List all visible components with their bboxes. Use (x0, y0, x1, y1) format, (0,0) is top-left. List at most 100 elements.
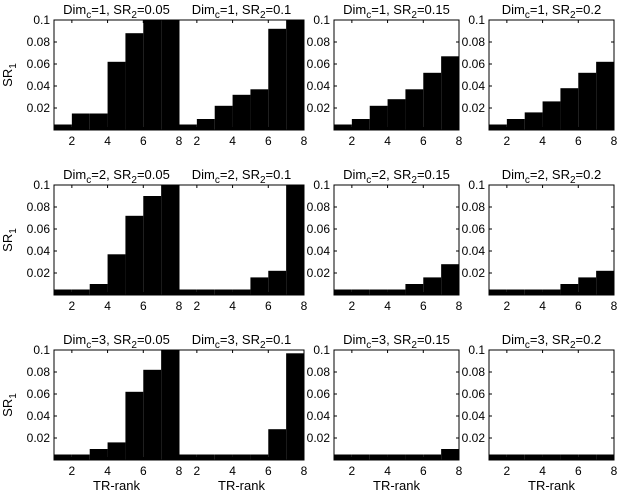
title-subscript: c (366, 340, 371, 351)
bar (542, 101, 561, 130)
y-tick-label: 0.06 (27, 387, 51, 401)
title-main: Dim (63, 332, 86, 347)
y-tick-label: 0.06 (462, 222, 486, 236)
y-tick-label: 0.06 (27, 57, 51, 71)
x-tick-label: 8 (611, 464, 618, 478)
bar (489, 124, 507, 130)
subplot-title: Dimc=2, SR2=0.1 (192, 167, 291, 186)
y-tick-label: 0.04 (307, 409, 331, 423)
x-tick-label: 6 (420, 464, 427, 478)
bar (542, 289, 561, 295)
title-end: =0.2 (576, 2, 602, 17)
bar (441, 56, 459, 130)
title-subscript: 2 (570, 10, 576, 21)
title-mid: =3, SR (91, 332, 131, 347)
y-tick-label: 0.02 (462, 101, 486, 115)
y-tick-label: 0.1 (33, 178, 50, 192)
x-tick-label: 6 (140, 464, 147, 478)
bar (578, 277, 597, 295)
subplot-title: Dimc=1, SR2=0.15 (343, 2, 450, 21)
x-tick-label: 2 (349, 299, 356, 313)
axes-frame (333, 19, 460, 131)
bar (179, 454, 197, 460)
x-tick-label: 8 (611, 299, 618, 313)
bar (387, 454, 406, 460)
title-end: =0.15 (417, 332, 450, 347)
y-tick-label: 0.02 (462, 266, 486, 280)
title-subscript: 2 (260, 10, 266, 21)
title-mid: =2, SR (220, 167, 260, 182)
bar (596, 61, 614, 130)
y-label-subscript: 1 (8, 393, 19, 399)
axes-frame (488, 184, 615, 296)
x-tick-label: 4 (104, 134, 111, 148)
y-tick-label: 0.04 (27, 244, 51, 258)
y-tick-label: 0.02 (307, 101, 331, 115)
title-subscript: c (215, 175, 220, 186)
bar (54, 124, 72, 130)
y-axis-label: SR1 (0, 63, 19, 87)
x-tick-label: 2 (504, 464, 511, 478)
y-tick-label: 0.1 (313, 13, 330, 27)
bar (578, 454, 597, 460)
x-tick-label: 8 (301, 464, 308, 478)
bar (387, 289, 406, 295)
title-mid: =2, SR (530, 167, 570, 182)
y-tick-label: 0.06 (307, 222, 331, 236)
y-tick-label: 0.08 (27, 200, 51, 214)
title-end: =0.1 (266, 332, 292, 347)
title-subscript: 2 (570, 175, 576, 186)
title-main: Dim (502, 167, 525, 182)
title-end: =0.2 (576, 332, 602, 347)
bar (405, 454, 424, 460)
y-tick-label: 0.08 (462, 365, 486, 379)
title-mid: =1, SR (530, 2, 570, 17)
y-tick-label: 0.1 (468, 343, 485, 357)
y-label-subscript: 1 (8, 228, 19, 234)
y-tick-label: 0.08 (307, 200, 331, 214)
bar (71, 113, 90, 130)
bar (268, 429, 287, 460)
y-label-main: SR (0, 234, 15, 252)
axes-frame (488, 349, 615, 461)
title-subscript: 2 (411, 340, 417, 351)
title-subscript: c (86, 340, 91, 351)
bar (232, 94, 251, 130)
subplot-title: Dimc=2, SR2=0.15 (343, 167, 450, 186)
x-tick-label: 6 (140, 134, 147, 148)
bar (387, 99, 406, 130)
x-tick-label: 4 (229, 299, 236, 313)
y-tick-label: 0.1 (468, 178, 485, 192)
bar (89, 113, 108, 130)
y-label-main: SR (0, 399, 15, 417)
title-end: =0.15 (417, 167, 450, 182)
x-axis-label: TR-rank (218, 478, 265, 493)
x-tick-label: 4 (539, 134, 546, 148)
x-tick-label: 6 (265, 134, 272, 148)
x-tick-label: 2 (504, 299, 511, 313)
y-tick-label: 0.08 (462, 35, 486, 49)
title-subscript: c (366, 175, 371, 186)
title-main: Dim (343, 2, 366, 17)
y-tick-label: 0.04 (462, 409, 486, 423)
bar (423, 72, 442, 130)
bar (161, 185, 179, 295)
bar (524, 289, 543, 295)
bar (214, 105, 233, 130)
title-subscript: c (525, 10, 530, 21)
y-tick-label: 0.04 (27, 79, 51, 93)
bar (250, 89, 269, 130)
y-label-subscript: 1 (8, 63, 19, 69)
y-tick-label: 0.06 (462, 57, 486, 71)
bar (405, 89, 424, 130)
x-tick-label: 6 (575, 134, 582, 148)
title-main: Dim (63, 2, 86, 17)
title-subscript: 2 (570, 340, 576, 351)
title-subscript: 2 (131, 10, 137, 21)
bar (423, 277, 442, 295)
title-end: =0.1 (266, 167, 292, 182)
bar (334, 454, 352, 460)
title-main: Dim (502, 332, 525, 347)
